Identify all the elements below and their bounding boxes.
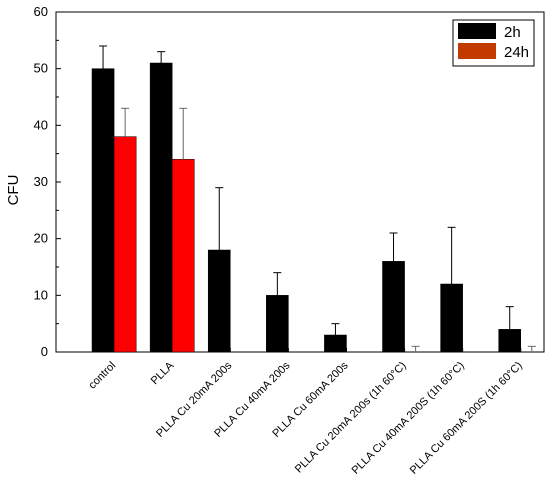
bar-2h-6 — [440, 283, 463, 353]
error-bars — [99, 45, 536, 352]
x-tick-label: PLLA Cu 20mA 200s (1h 60°C) — [293, 360, 409, 476]
y-tick-label: 0 — [41, 344, 48, 359]
bar-2h-4 — [324, 334, 347, 353]
bar-2h-2 — [207, 249, 231, 353]
x-tick-label: PLLA Cu 40mA 200S (1h 60°C) — [350, 360, 467, 477]
bar-2h-7 — [498, 329, 522, 353]
y-tick-label: 20 — [34, 231, 48, 246]
y-tick-label: 50 — [34, 61, 48, 76]
legend-label-2h: 2h — [504, 24, 521, 41]
bar-2h-1 — [149, 62, 173, 353]
x-tick-label: control — [86, 360, 118, 392]
legend: 2h 24h — [452, 19, 535, 67]
y-tick-label: 60 — [34, 4, 48, 19]
y-axis-title: CFU — [5, 175, 22, 206]
legend-swatch-2h — [458, 23, 496, 39]
bar-24h-0 — [113, 136, 137, 353]
y-axis: 0 10 20 30 40 50 60 — [34, 4, 61, 359]
bars — [91, 62, 522, 353]
y-tick-label: 10 — [34, 287, 48, 302]
y-tick-label: 40 — [34, 117, 48, 132]
bar-2h-5 — [382, 261, 405, 353]
legend-label-24h: 24h — [504, 44, 529, 61]
bar-2h-0 — [91, 68, 115, 353]
bar-24h-1 — [171, 159, 195, 353]
bar-2h-3 — [266, 295, 289, 353]
legend-swatch-24h — [458, 43, 496, 59]
y-tick-label: 30 — [34, 174, 48, 189]
x-tick-label: PLLA Cu 60mA 200S (1h 60°C) — [408, 360, 525, 477]
x-tick-label: PLLA — [149, 359, 177, 387]
